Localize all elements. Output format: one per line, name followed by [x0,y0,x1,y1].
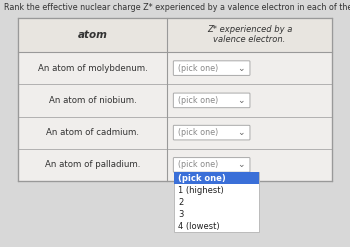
Text: 4 (lowest): 4 (lowest) [178,222,220,231]
Text: ⌄: ⌄ [238,160,245,169]
FancyBboxPatch shape [173,125,250,140]
Text: atom: atom [78,30,107,40]
FancyBboxPatch shape [173,158,250,172]
Text: ⌄: ⌄ [238,64,245,73]
Text: ⌄: ⌄ [238,96,245,105]
FancyBboxPatch shape [173,93,250,108]
Text: An atom of cadmium.: An atom of cadmium. [46,128,139,137]
Text: (pick one): (pick one) [178,128,218,137]
Bar [174,172,259,184]
Bar [18,18,332,181]
Text: Rank the effective nuclear charge Z* experienced by a valence electron in each o: Rank the effective nuclear charge Z* exp… [4,3,350,12]
Bar [174,172,259,232]
Text: (pick one): (pick one) [178,64,218,73]
Text: An atom of molybdenum.: An atom of molybdenum. [38,64,147,73]
Text: (pick one): (pick one) [178,96,218,105]
Text: valence electron.: valence electron. [214,36,286,44]
Text: (pick one): (pick one) [178,174,226,183]
Text: 1 (highest): 1 (highest) [178,186,224,195]
Bar [18,18,332,52]
Text: An atom of niobium.: An atom of niobium. [49,96,136,105]
Text: An atom of palladium.: An atom of palladium. [45,160,140,169]
Text: (pick one): (pick one) [178,160,218,169]
FancyBboxPatch shape [173,61,250,75]
Text: Z* experienced by a: Z* experienced by a [207,25,292,35]
Text: ⌄: ⌄ [238,128,245,137]
Text: 3: 3 [178,210,183,219]
Text: 2: 2 [178,198,183,207]
